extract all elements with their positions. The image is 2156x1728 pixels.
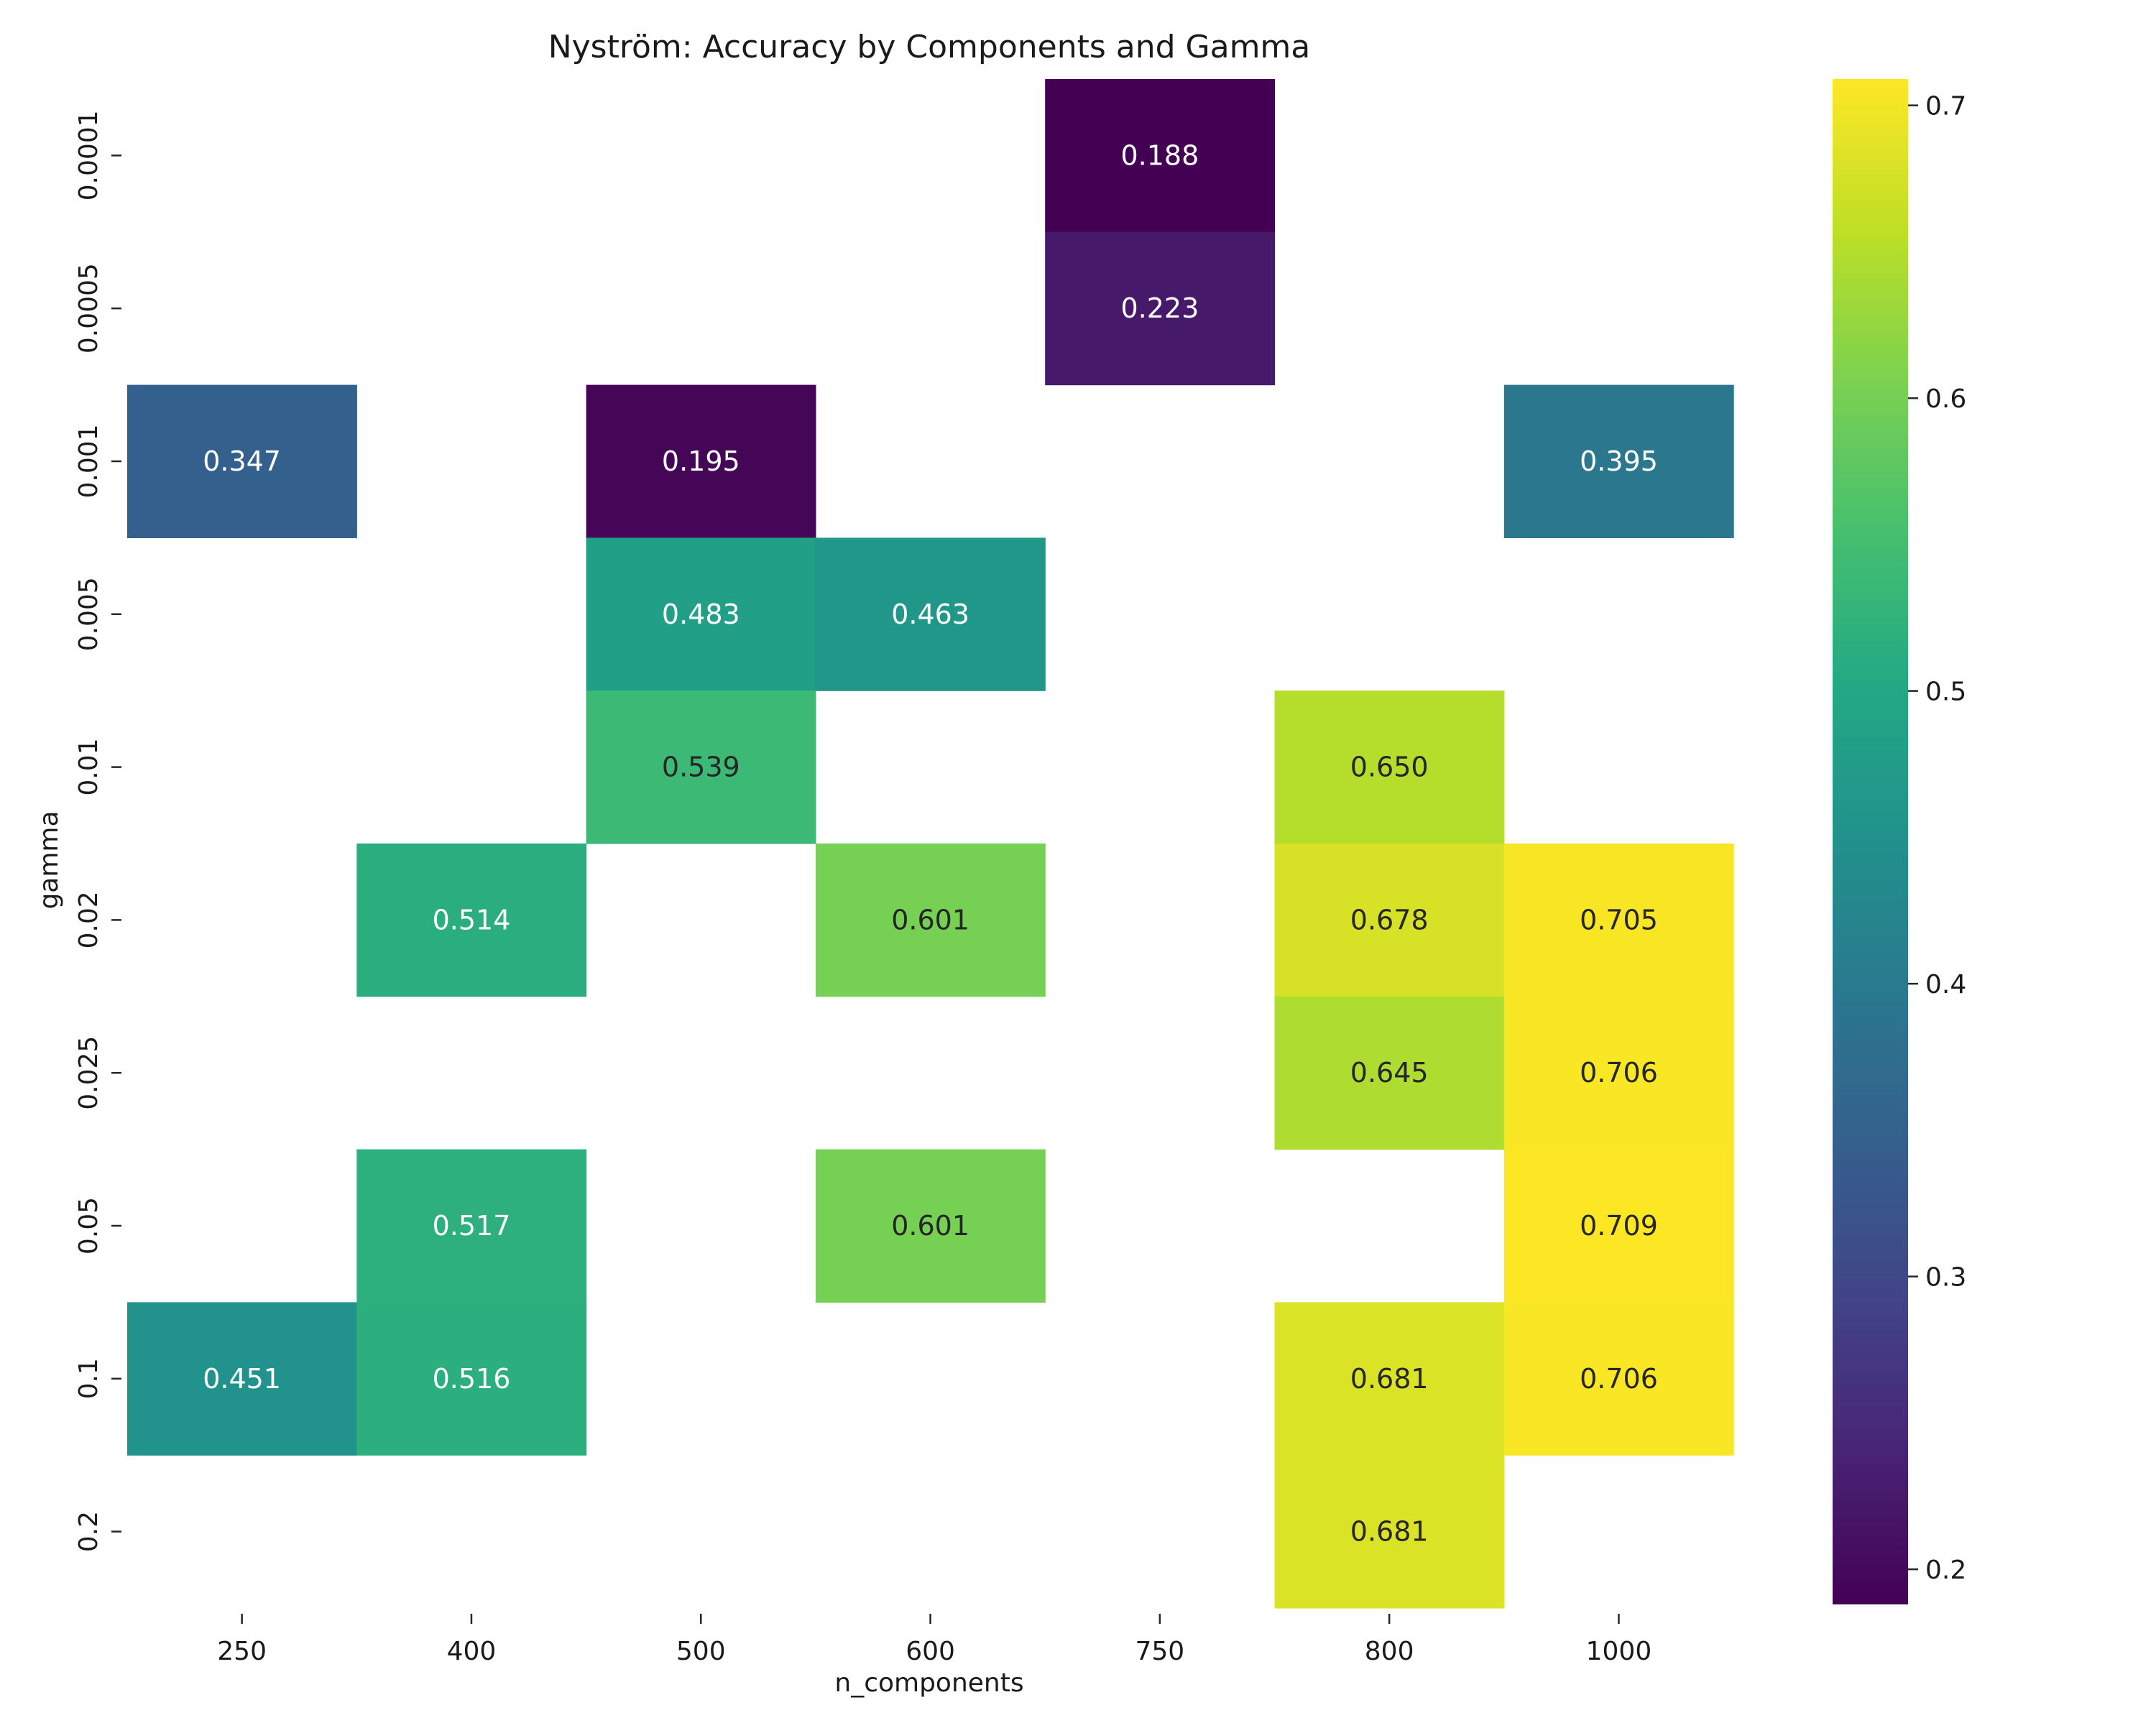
x-tick-label: 1000 xyxy=(1586,1637,1652,1666)
heatmap-cells xyxy=(127,79,1734,1609)
cell-value-label: 0.483 xyxy=(662,599,740,630)
heatmap-cell xyxy=(1045,79,1276,233)
x-tick-label: 400 xyxy=(447,1637,497,1666)
cell-value-label: 0.601 xyxy=(891,904,969,935)
heatmap-cell xyxy=(586,384,816,538)
y-axis: 0.0001 0.0005 0.001 0.005 0.01 0.02 0.025 0.05 0… xyxy=(74,110,121,1552)
heatmap-cell xyxy=(815,1149,1046,1303)
heatmap-cell xyxy=(127,1302,357,1456)
cell-value-label: 0.601 xyxy=(891,1210,969,1242)
heatmap-cell xyxy=(815,844,1046,997)
x-axis: 250 400 500 600 750 800 1000 xyxy=(217,1614,1651,1666)
y-tick-label: 0.1 xyxy=(74,1358,103,1399)
x-axis-label: n_components xyxy=(834,1668,1023,1698)
cell-value-label: 0.517 xyxy=(433,1210,511,1242)
cell-value-label: 0.706 xyxy=(1580,1057,1658,1089)
cell-value-label: 0.681 xyxy=(1350,1363,1429,1395)
colorbar-tick-label: 0.5 xyxy=(1925,678,1966,707)
heatmap-cell xyxy=(1503,384,1734,538)
cell-value-label: 0.395 xyxy=(1580,445,1658,477)
cell-value-label: 0.678 xyxy=(1350,904,1429,935)
heatmap-cell xyxy=(1503,1302,1734,1456)
heatmap-cell xyxy=(1274,1455,1505,1609)
colorbar-tick-label: 0.3 xyxy=(1925,1263,1966,1293)
x-tick-label: 600 xyxy=(906,1637,955,1666)
y-tick-label: 0.01 xyxy=(74,739,103,796)
heatmap-cell xyxy=(815,537,1046,691)
x-tick-label: 800 xyxy=(1365,1637,1414,1666)
y-axis-label: gamma xyxy=(34,810,64,909)
cell-value-label: 0.705 xyxy=(1580,904,1658,935)
y-tick-label: 0.001 xyxy=(74,424,103,498)
x-tick-label: 750 xyxy=(1135,1637,1184,1666)
heatmap-cell xyxy=(1274,844,1505,997)
cell-value-label: 0.451 xyxy=(203,1363,281,1395)
cell-value-label: 0.347 xyxy=(203,445,281,477)
chart-title: Nyström: Accuracy by Components and Gamm… xyxy=(548,29,1311,65)
cell-value-label: 0.709 xyxy=(1580,1210,1658,1242)
cell-value-label: 0.681 xyxy=(1350,1516,1429,1548)
colorbar-tick-label: 0.2 xyxy=(1925,1556,1966,1585)
cell-value-label: 0.650 xyxy=(1350,752,1429,783)
cell-value-label: 0.516 xyxy=(433,1363,511,1395)
colorbar-tick-label: 0.6 xyxy=(1925,384,1966,414)
cell-value-label: 0.539 xyxy=(662,752,740,783)
heatmap-cell xyxy=(1274,1302,1505,1456)
heatmap-cell xyxy=(586,537,816,691)
y-tick-label: 0.005 xyxy=(74,577,103,651)
y-tick-label: 0.025 xyxy=(74,1036,103,1110)
cell-value-label: 0.463 xyxy=(891,599,969,630)
colorbar-tick-label: 0.7 xyxy=(1925,92,1966,121)
cell-value-label: 0.706 xyxy=(1580,1363,1658,1395)
heatmap-cell xyxy=(586,690,816,844)
colorbar-tick-label: 0.4 xyxy=(1925,970,1966,999)
y-tick-label: 0.0001 xyxy=(74,110,103,200)
heatmap-cell xyxy=(1503,996,1734,1150)
cell-value-label: 0.195 xyxy=(662,445,740,477)
heatmap-cell xyxy=(1503,844,1734,997)
y-tick-label: 0.02 xyxy=(74,891,103,948)
heatmap-cell xyxy=(1274,690,1505,844)
x-tick-label: 250 xyxy=(217,1637,267,1666)
heatmap-cell-labels: 0.188 0.223 0.347 0.195 0.395 0.483 0.463 0.539… xyxy=(203,139,1658,1547)
heatmap-cell xyxy=(356,844,587,997)
cell-value-label: 0.188 xyxy=(1121,139,1199,171)
y-tick-label: 0.0005 xyxy=(74,263,103,354)
colorbar: 0.2 0.3 0.4 0.5 0.6 0.7 xyxy=(1833,79,1966,1604)
y-tick-label: 0.2 xyxy=(74,1511,103,1552)
heatmap-cell xyxy=(127,384,357,538)
heatmap-cell xyxy=(1045,231,1276,386)
cell-value-label: 0.645 xyxy=(1350,1057,1429,1089)
heatmap-cell xyxy=(1274,996,1505,1150)
cell-value-label: 0.514 xyxy=(433,904,511,935)
x-tick-label: 500 xyxy=(676,1637,726,1666)
cell-value-label: 0.223 xyxy=(1121,292,1199,324)
heatmap-cell xyxy=(356,1149,587,1303)
heatmap-cell xyxy=(1503,1149,1734,1303)
y-tick-label: 0.05 xyxy=(74,1197,103,1255)
colorbar-gradient xyxy=(1833,79,1908,1604)
heatmap-cell xyxy=(356,1302,587,1456)
